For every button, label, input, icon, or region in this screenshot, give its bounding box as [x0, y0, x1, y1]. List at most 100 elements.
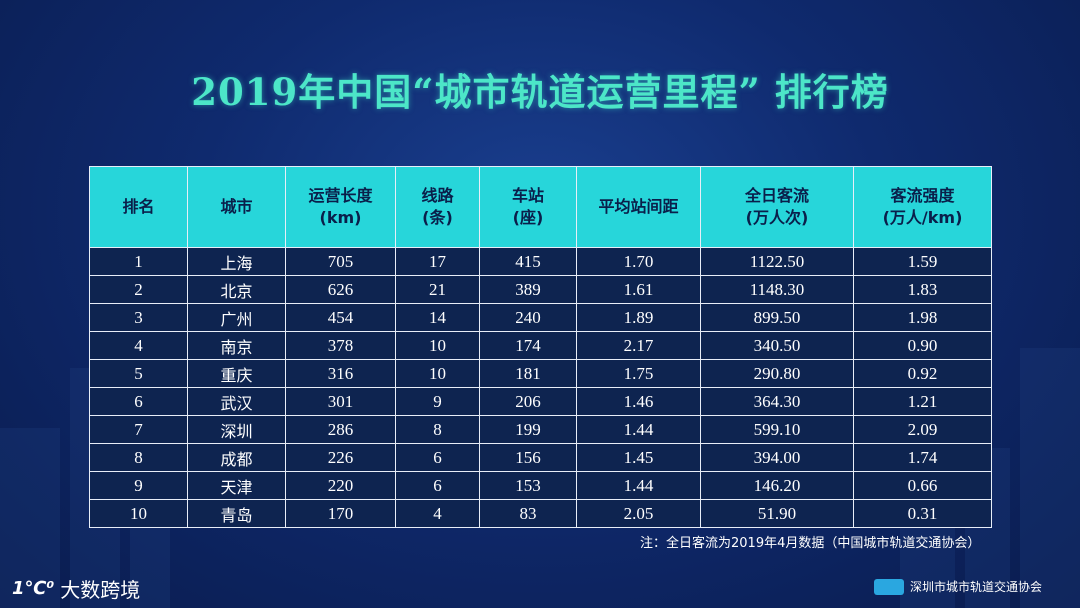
table-row: 8 成都 226 6 156 1.45 394.00 1.74: [89, 443, 992, 472]
table-cell: 1.44: [576, 415, 701, 444]
table-cell: 6: [395, 443, 480, 472]
table-cell: 2.05: [576, 499, 701, 528]
table-cell: 4: [395, 499, 480, 528]
table-cell: 2: [89, 275, 188, 304]
header-cell: 运营长度 (km): [285, 166, 396, 248]
table-cell: 1.74: [853, 443, 992, 472]
table-cell: 1.98: [853, 303, 992, 332]
header-label: 客流强度: [890, 186, 955, 205]
table-cell: 南京: [187, 331, 286, 360]
brand-logo-text: 大数跨境: [60, 578, 141, 602]
table-header-row: 排名 城市 运营长度 (km) 线路 (条) 车站 (座) 平均站间距 全日客流 (万人次) 客流强度…: [89, 166, 992, 248]
table-cell: 7: [89, 415, 188, 444]
page-title: 2019年中国“城市轨道运营里程” 排行榜: [191, 70, 889, 114]
table-row: 3 广州 454 14 240 1.89 899.50 1.98: [89, 303, 992, 332]
table-cell: 上海: [187, 247, 286, 276]
table-cell: 6: [395, 471, 480, 500]
header-label: 平均站间距: [598, 197, 679, 216]
table-cell: 0.31: [853, 499, 992, 528]
table-cell: 899.50: [700, 303, 854, 332]
table-cell: 北京: [187, 275, 286, 304]
table-cell: 146.20: [700, 471, 854, 500]
table-cell: 454: [285, 303, 396, 332]
table-row: 7 深圳 286 8 199 1.44 599.10 2.09: [89, 415, 992, 444]
table-cell: 14: [395, 303, 480, 332]
table-cell: 1.59: [853, 247, 992, 276]
table-cell: 626: [285, 275, 396, 304]
table-cell: 316: [285, 359, 396, 388]
brand-logo-mark: 1℃⁰: [12, 578, 55, 599]
table-cell: 1.75: [576, 359, 701, 388]
table-cell: 170: [285, 499, 396, 528]
table-cell: 83: [479, 499, 577, 528]
table-cell: 9: [89, 471, 188, 500]
header-unit: (万人次): [745, 208, 809, 227]
header-cell: 平均站间距: [576, 166, 701, 248]
table-cell: 10: [395, 359, 480, 388]
table-cell: 156: [479, 443, 577, 472]
table-cell: 340.50: [700, 331, 854, 360]
table-cell: 181: [479, 359, 577, 388]
table-cell: 10: [89, 499, 188, 528]
header-unit: (万人/km): [882, 208, 963, 227]
table-cell: 17: [395, 247, 480, 276]
table-cell: 21: [395, 275, 480, 304]
header-cell: 排名: [89, 166, 188, 248]
table-cell: 0.66: [853, 471, 992, 500]
table-cell: 2.17: [576, 331, 701, 360]
table-cell: 重庆: [187, 359, 286, 388]
header-label: 全日客流: [744, 186, 809, 205]
table-row: 9 天津 220 6 153 1.44 146.20 0.66: [89, 471, 992, 500]
table-cell: 1.21: [853, 387, 992, 416]
table-cell: 4: [89, 331, 188, 360]
association-name: 深圳市城市轨道交通协会: [909, 580, 1042, 594]
table-cell: 深圳: [187, 415, 286, 444]
association-badge-icon: [873, 578, 904, 595]
table-cell: 1148.30: [700, 275, 854, 304]
table-cell: 1.70: [576, 247, 701, 276]
table-cell: 2.09: [853, 415, 992, 444]
header-cell: 城市: [187, 166, 286, 248]
table-cell: 青岛: [187, 499, 286, 528]
header-label: 车站: [511, 186, 544, 205]
footnote: 注：全日客流为2019年4月数据（中国城市轨道交通协会）: [640, 536, 981, 551]
table-cell: 378: [285, 331, 396, 360]
header-unit: (条): [422, 208, 453, 227]
table-cell: 394.00: [700, 443, 854, 472]
table-row: 5 重庆 316 10 181 1.75 290.80 0.92: [89, 359, 992, 388]
table-cell: 240: [479, 303, 577, 332]
table-cell: 226: [285, 443, 396, 472]
brand-logo: 1℃⁰ 大数跨境: [12, 574, 140, 603]
table-cell: 0.92: [853, 359, 992, 388]
table-cell: 武汉: [187, 387, 286, 416]
table-cell: 301: [285, 387, 396, 416]
table-cell: 220: [285, 471, 396, 500]
header-label: 城市: [220, 197, 253, 216]
table-cell: 51.90: [700, 499, 854, 528]
table-cell: 705: [285, 247, 396, 276]
header-cell: 客流强度 (万人/km): [853, 166, 992, 248]
table-row: 2 北京 626 21 389 1.61 1148.30 1.83: [89, 275, 992, 304]
table-cell: 成都: [187, 443, 286, 472]
ranking-table: 排名 城市 运营长度 (km) 线路 (条) 车站 (座) 平均站间距 全日客流 (万人次) 客流强度…: [89, 166, 992, 528]
table-row: 1 上海 705 17 415 1.70 1122.50 1.59: [89, 247, 992, 276]
table-cell: 286: [285, 415, 396, 444]
table-row: 4 南京 378 10 174 2.17 340.50 0.90: [89, 331, 992, 360]
table-row: 6 武汉 301 9 206 1.46 364.30 1.21: [89, 387, 992, 416]
table-body: 1 上海 705 17 415 1.70 1122.50 1.59 2 北京 626 21 389 1.6…: [89, 247, 992, 528]
header-label: 排名: [122, 197, 155, 216]
table-cell: 1: [89, 247, 188, 276]
table-cell: 1.83: [853, 275, 992, 304]
header-unit: (座): [512, 208, 544, 227]
table-cell: 599.10: [700, 415, 854, 444]
table-cell: 9: [395, 387, 480, 416]
table-cell: 206: [479, 387, 577, 416]
header-cell: 车站 (座): [479, 166, 577, 248]
table-cell: 广州: [187, 303, 286, 332]
table-row: 10 青岛 170 4 83 2.05 51.90 0.31: [89, 499, 992, 528]
table-cell: 415: [479, 247, 577, 276]
table-cell: 6: [89, 387, 188, 416]
table-cell: 5: [89, 359, 188, 388]
table-cell: 199: [479, 415, 577, 444]
header-cell: 线路 (条): [395, 166, 480, 248]
